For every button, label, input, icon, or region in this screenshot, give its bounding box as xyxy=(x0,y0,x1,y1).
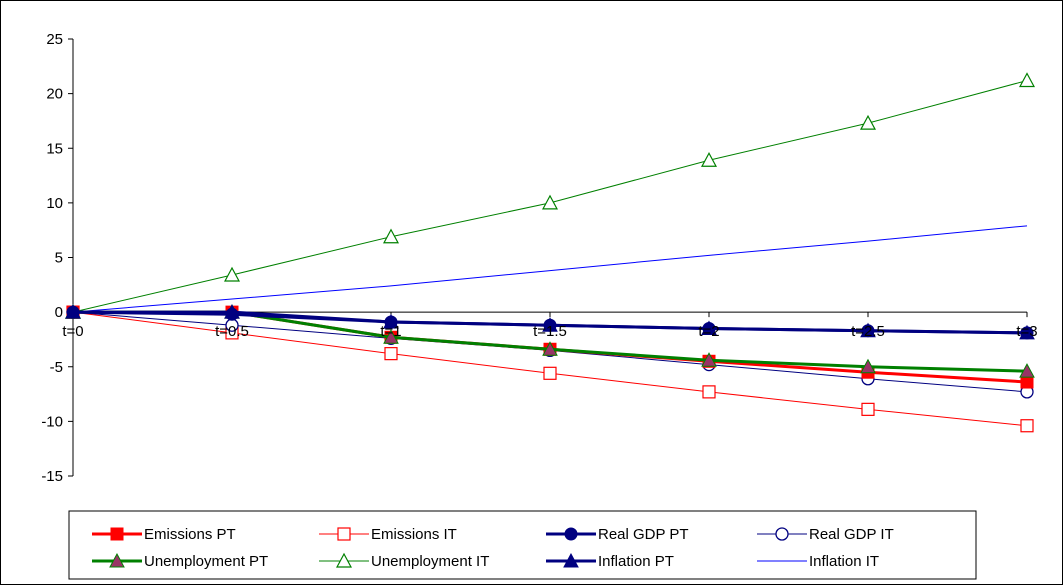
data-point-inflation-pt xyxy=(224,304,240,319)
legend-swatch-marker xyxy=(335,552,353,568)
x-tick-label: t=2 xyxy=(698,323,719,340)
legend-swatch-marker xyxy=(564,527,578,541)
legend-item-inflation-pt: Inflation PT xyxy=(546,552,674,570)
legend-label: Emissions IT xyxy=(371,526,457,543)
legend-label: Inflation PT xyxy=(598,553,674,570)
series-inflation-pt xyxy=(65,304,1035,340)
data-point-unemployment-it xyxy=(541,194,559,210)
legend-label: Inflation IT xyxy=(809,553,879,570)
data-point-unemployment-pt xyxy=(383,329,399,344)
x-tick-label: t=0.5 xyxy=(215,323,249,340)
x-tick-label: t=1 xyxy=(380,323,401,340)
legend-label: Real GDP IT xyxy=(809,526,894,543)
legend: Emissions PT Emissions IT Real GDP PT Real … xyxy=(68,510,977,580)
data-point-unemployment-it xyxy=(1018,72,1036,88)
y-tick-label: 15 xyxy=(46,140,63,157)
data-point-inflation-pt xyxy=(383,313,399,329)
data-point-unemployment-it xyxy=(700,152,718,167)
legend-item-emissions-it: Emissions IT xyxy=(319,526,457,543)
legend-swatch-marker xyxy=(775,527,789,541)
y-tick-label: 20 xyxy=(46,86,63,103)
data-point-unemployment-pt xyxy=(701,352,717,367)
y-tick-label: -5 xyxy=(50,359,63,376)
data-point-unemployment-pt xyxy=(860,358,876,374)
data-point-emissions-it xyxy=(861,402,875,416)
data-point-inflation-pt xyxy=(860,322,876,338)
legend-item-inflation-it: Inflation IT xyxy=(757,553,879,570)
data-point-unemployment-it xyxy=(382,228,400,244)
legend-label: Unemployment PT xyxy=(144,553,268,570)
data-point-emissions-it xyxy=(1020,419,1034,433)
legend-item-unemployment-pt: Unemployment PT xyxy=(92,552,268,570)
legend-item-unemployment-it: Unemployment IT xyxy=(319,552,489,570)
data-point-inflation-pt xyxy=(542,317,558,332)
series-layer xyxy=(64,72,1036,433)
y-tick-label: 10 xyxy=(46,195,63,212)
data-point-inflation-pt xyxy=(65,304,81,319)
x-tick-label: t=2.5 xyxy=(851,323,885,340)
y-tick-label: 5 xyxy=(55,250,63,267)
y-tick-label: 0 xyxy=(55,304,63,321)
x-tick-label: t=1.5 xyxy=(533,323,567,340)
legend-item-real-gdp-it: Real GDP IT xyxy=(757,526,894,543)
legend-swatch-marker xyxy=(109,552,125,568)
data-point-emissions-pt xyxy=(1020,375,1034,389)
legend-item-real-gdp-pt: Real GDP PT xyxy=(546,526,689,543)
legend-item-emissions-pt: Emissions PT xyxy=(92,526,236,543)
x-tick-label: t=0 xyxy=(62,323,83,340)
legend-swatch-marker xyxy=(563,552,579,568)
legend-label: Unemployment IT xyxy=(371,553,489,570)
tick-labels: -15 -10 -5 0 5 10 15 20 25 t=0 t=0.5 t=1 t=1.5 t=2 t=2… xyxy=(41,31,1037,485)
data-point-unemployment-it xyxy=(223,266,241,282)
y-tick-label: -10 xyxy=(41,413,63,430)
data-point-emissions-it xyxy=(543,366,557,380)
series-inflation-it xyxy=(72,225,1028,313)
y-tick-label: 25 xyxy=(46,31,63,48)
legend-swatch-marker xyxy=(110,527,124,541)
data-point-inflation-pt xyxy=(701,320,717,336)
data-point-emissions-it xyxy=(702,385,716,399)
legend-label: Real GDP PT xyxy=(598,526,689,543)
data-point-unemployment-pt xyxy=(1019,363,1035,378)
legend-box xyxy=(68,510,977,580)
series-unemployment-it xyxy=(64,72,1036,319)
series-line-inflation-it xyxy=(72,225,1028,313)
data-point-inflation-pt xyxy=(1019,324,1035,340)
y-tick-label: -15 xyxy=(41,468,63,485)
legend-swatch-marker xyxy=(337,527,351,541)
data-point-unemployment-pt xyxy=(542,341,558,356)
x-tick-label: t=3 xyxy=(1016,323,1037,340)
legend-label: Emissions PT xyxy=(144,526,236,543)
data-point-unemployment-it xyxy=(859,114,877,130)
data-point-emissions-it xyxy=(384,347,398,361)
